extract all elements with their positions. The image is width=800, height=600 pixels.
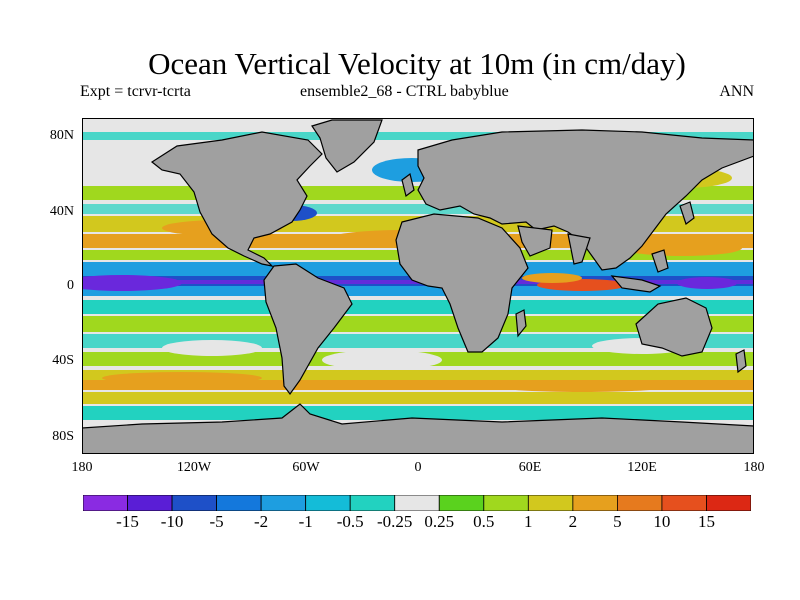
colorbar-swatch xyxy=(127,495,173,511)
lat-tick-40n: 40N xyxy=(49,204,74,219)
colorbar-swatch xyxy=(572,495,618,511)
colorbar-swatch xyxy=(349,495,396,511)
lat-tick-40s: 40S xyxy=(52,353,74,368)
colorbar-swatch xyxy=(394,495,440,511)
colorbar-swatch xyxy=(216,495,262,511)
map-title: Ocean Vertical Velocity at 10m (in cm/da… xyxy=(148,46,686,81)
colorbar-swatch xyxy=(438,495,485,511)
lon-tick-120e: 120E xyxy=(627,460,657,475)
colorbar-label: -10 xyxy=(160,512,184,531)
continents xyxy=(82,119,754,454)
colorbar-label: -5 xyxy=(209,512,224,531)
colorbar-swatch xyxy=(661,495,707,511)
experiment-label: Expt = tcrvr-tcrta xyxy=(80,83,191,100)
lon-tick-60e: 60E xyxy=(518,460,542,475)
lon-tick-0: 0 xyxy=(414,460,422,475)
colorbar-swatch xyxy=(617,495,663,511)
colorbar xyxy=(83,495,751,511)
colorbar-label: 0.25 xyxy=(424,512,455,531)
lon-tick-180w: 180 xyxy=(71,460,93,475)
colorbar-label: 0.5 xyxy=(473,512,495,531)
colorbar-swatch xyxy=(171,495,217,511)
colorbar-label: -0.5 xyxy=(336,512,364,531)
lat-tick-0: 0 xyxy=(67,278,74,293)
colorbar-swatch xyxy=(305,495,351,511)
lon-tick-180e: 180 xyxy=(743,460,765,475)
lat-tick-80s: 80S xyxy=(52,429,74,444)
world-map xyxy=(82,118,754,454)
lon-tick-120w: 120W xyxy=(176,460,212,475)
lat-tick-80n: 80N xyxy=(49,128,74,143)
colorbar-label: -0.25 xyxy=(376,512,413,531)
colorbar-label: 5 xyxy=(613,512,622,531)
colorbar-label: -1 xyxy=(298,512,313,531)
colorbar-label: -15 xyxy=(116,512,139,531)
colorbar-swatch xyxy=(527,495,574,511)
colorbar-label: 2 xyxy=(568,512,578,531)
colorbar-label: 10 xyxy=(653,512,671,531)
colorbar-swatch xyxy=(706,495,751,511)
lon-tick-60w: 60W xyxy=(292,460,320,475)
colorbar-label: -2 xyxy=(254,512,269,531)
season-label: ANN xyxy=(719,83,754,100)
colorbar-label: 1 xyxy=(524,512,533,531)
colorbar-swatch xyxy=(83,495,128,511)
colorbar-swatch xyxy=(483,495,529,511)
ensemble-label: ensemble2_68 - CTRL babyblue xyxy=(300,83,509,100)
colorbar-label: 15 xyxy=(698,512,715,531)
colorbar-swatch xyxy=(260,495,307,511)
